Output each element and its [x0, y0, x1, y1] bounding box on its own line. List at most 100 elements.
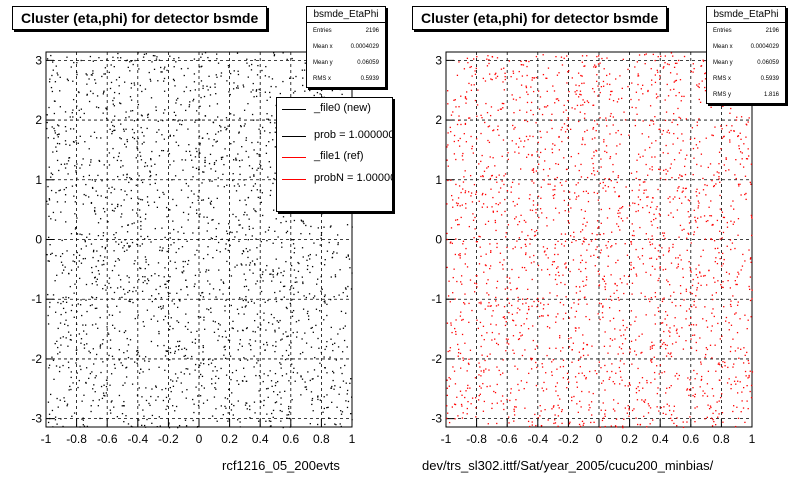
- data-point: [692, 334, 694, 337]
- data-point: [666, 324, 668, 326]
- data-point: [607, 352, 609, 354]
- data-point: [175, 251, 177, 254]
- data-point: [677, 265, 679, 268]
- data-point: [637, 367, 639, 370]
- data-point: [728, 169, 730, 171]
- data-point: [230, 403, 233, 405]
- data-point: [297, 261, 299, 264]
- data-point: [619, 360, 622, 362]
- data-point: [515, 406, 517, 408]
- data-point: [184, 260, 186, 263]
- data-point: [669, 284, 671, 286]
- data-point: [117, 175, 119, 178]
- data-point: [62, 300, 64, 303]
- data-point: [696, 289, 698, 291]
- data-point: [337, 333, 339, 335]
- data-point: [276, 320, 278, 322]
- data-point: [523, 266, 526, 269]
- data-point: [618, 215, 620, 218]
- data-point: [507, 338, 509, 340]
- data-point: [204, 52, 207, 54]
- data-point: [58, 370, 61, 373]
- data-point: [728, 273, 730, 275]
- data-point: [326, 372, 328, 374]
- data-point: [605, 283, 607, 285]
- data-point: [258, 390, 260, 392]
- data-point: [742, 386, 745, 389]
- data-point: [609, 345, 611, 347]
- data-point: [681, 191, 683, 193]
- data-point: [172, 119, 174, 121]
- data-point: [488, 125, 491, 127]
- data-point: [46, 121, 48, 124]
- data-point: [276, 274, 278, 276]
- data-point: [161, 227, 163, 229]
- data-point: [324, 423, 326, 426]
- data-point: [584, 131, 586, 133]
- data-point: [559, 182, 562, 184]
- data-point: [447, 295, 450, 297]
- data-point: [92, 399, 94, 402]
- data-point: [562, 359, 565, 361]
- data-point: [695, 191, 697, 193]
- data-point: [102, 93, 104, 95]
- data-point: [597, 55, 600, 57]
- data-point: [116, 287, 119, 289]
- data-point: [177, 321, 180, 324]
- data-point: [63, 188, 65, 191]
- data-point: [464, 122, 467, 125]
- data-point: [267, 396, 269, 399]
- data-point: [92, 92, 94, 95]
- data-point: [111, 209, 114, 212]
- data-point: [602, 417, 605, 419]
- data-point: [220, 126, 222, 128]
- data-point: [525, 91, 528, 93]
- data-point: [91, 74, 93, 76]
- data-point: [663, 406, 665, 408]
- data-point: [553, 405, 555, 407]
- data-point: [682, 140, 684, 142]
- data-point: [605, 117, 607, 119]
- data-point: [656, 406, 658, 408]
- data-point: [649, 300, 651, 303]
- data-point: [527, 288, 529, 291]
- data-point: [105, 392, 108, 394]
- data-point: [341, 372, 343, 375]
- data-point: [644, 181, 646, 183]
- data-point: [101, 264, 103, 266]
- data-point: [558, 136, 560, 138]
- data-point: [316, 91, 319, 94]
- data-point: [250, 300, 253, 302]
- data-point: [111, 324, 114, 326]
- data-point: [144, 280, 146, 282]
- data-point: [227, 64, 230, 67]
- data-point: [293, 269, 296, 271]
- data-point: [85, 183, 87, 186]
- data-point: [602, 187, 604, 189]
- data-point: [187, 294, 189, 296]
- data-point: [263, 343, 265, 346]
- data-point: [147, 113, 150, 115]
- data-point: [232, 173, 234, 175]
- data-point: [302, 220, 304, 222]
- data-point: [750, 214, 753, 217]
- data-point: [534, 234, 537, 236]
- data-point: [528, 60, 530, 63]
- data-point: [470, 89, 473, 92]
- data-point: [465, 203, 467, 205]
- data-point: [245, 327, 248, 330]
- data-point: [655, 208, 657, 210]
- data-point: [491, 174, 494, 177]
- data-point: [604, 286, 606, 288]
- data-point: [67, 79, 69, 82]
- data-point: [118, 152, 120, 154]
- data-point: [259, 328, 262, 330]
- data-point: [552, 359, 555, 361]
- data-point: [238, 132, 240, 134]
- data-point: [639, 258, 641, 260]
- data-point: [535, 229, 538, 232]
- data-point: [92, 348, 94, 350]
- data-point: [599, 426, 601, 428]
- data-point: [552, 85, 554, 87]
- data-point: [328, 358, 330, 360]
